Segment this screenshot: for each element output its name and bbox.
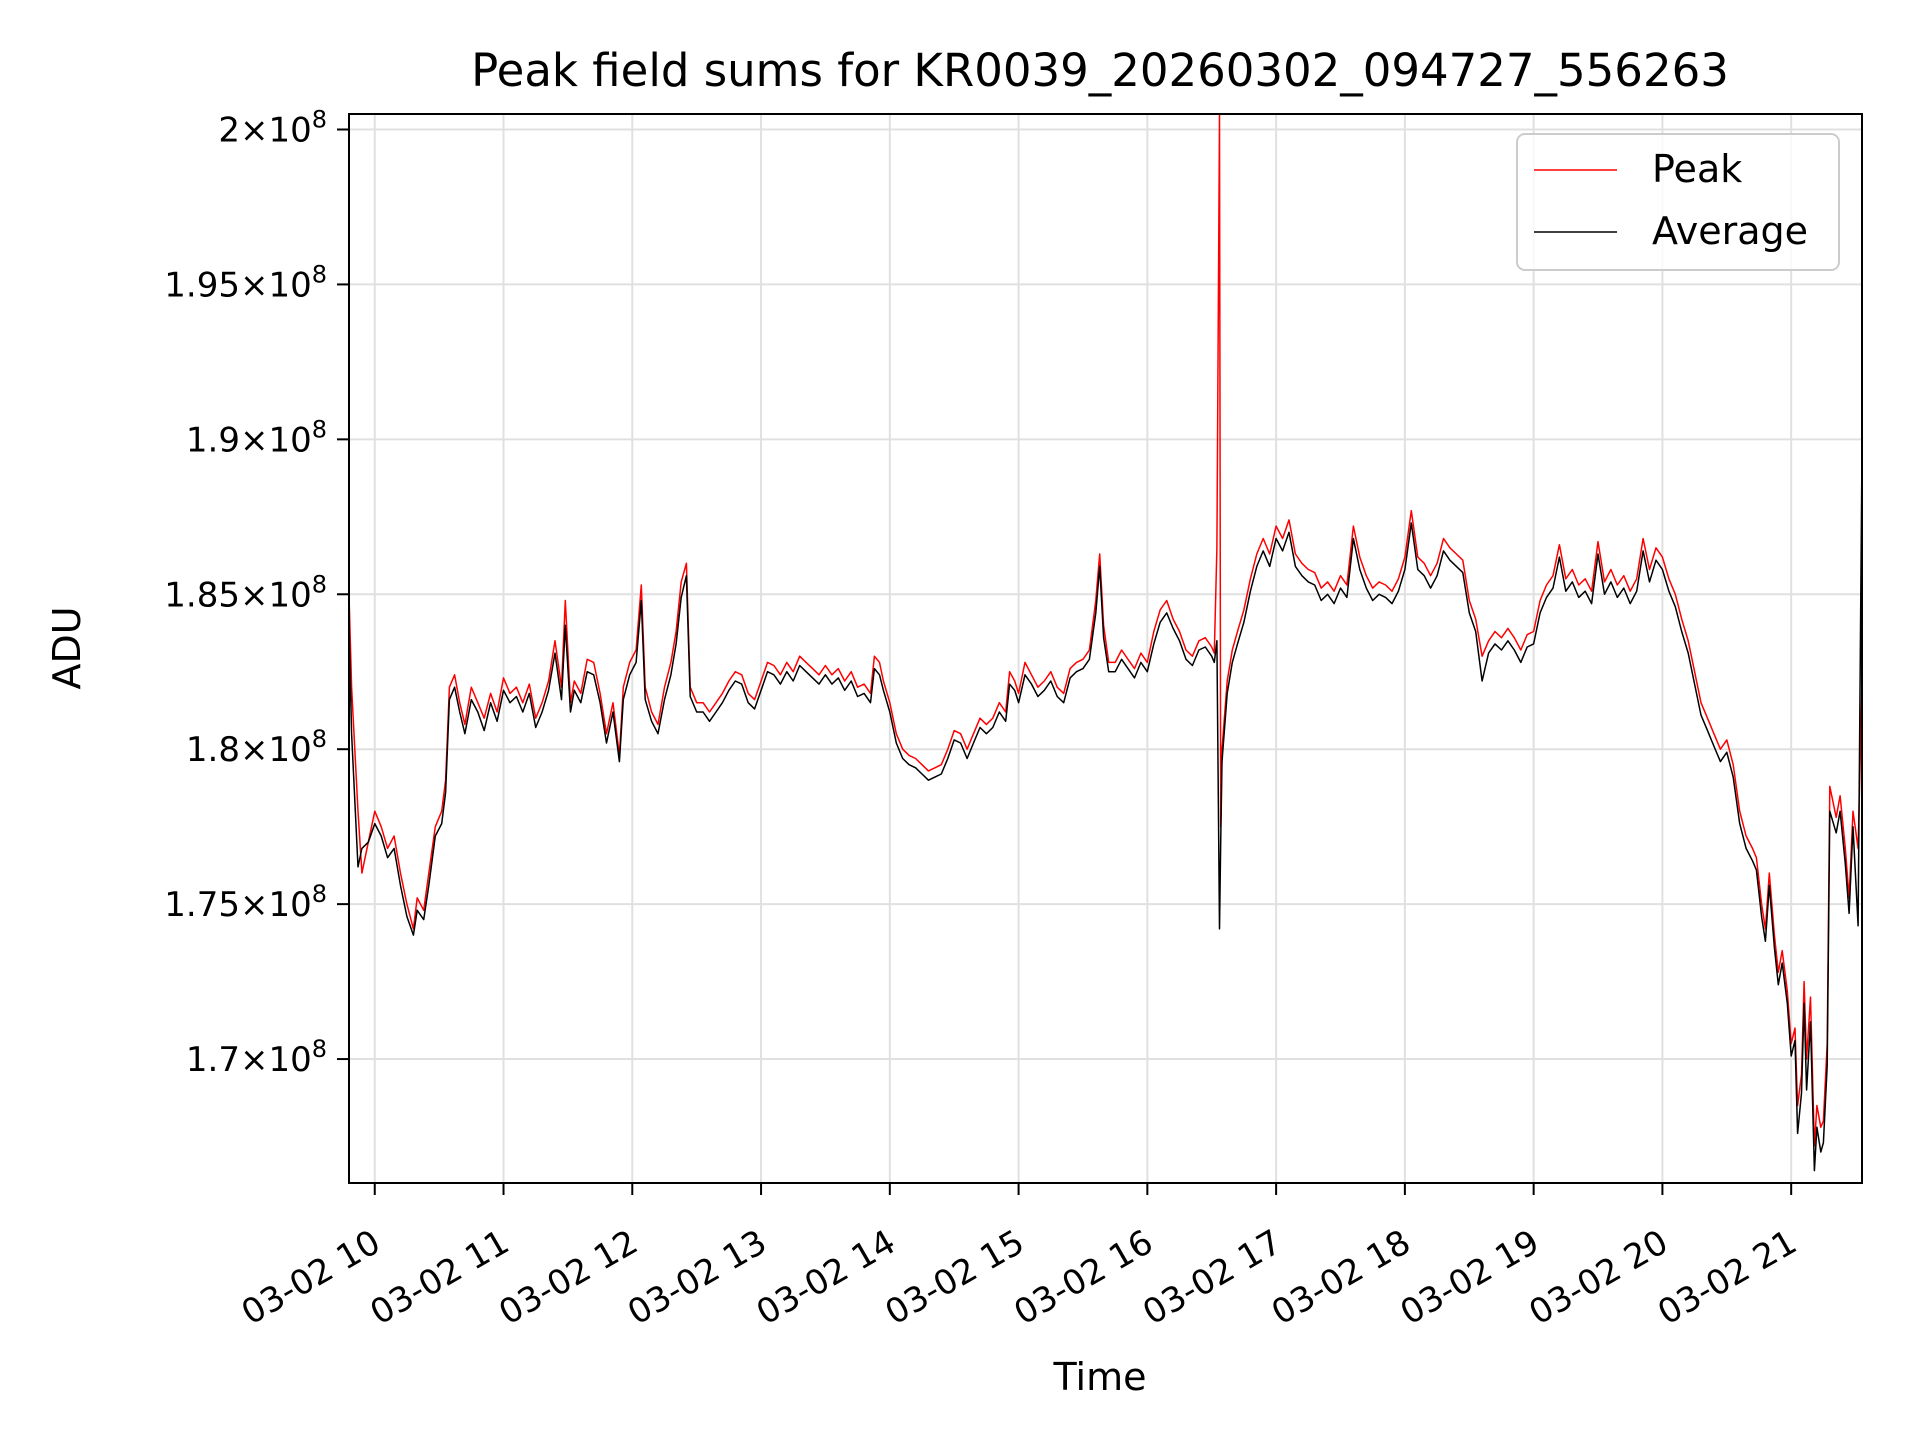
grid-lines: [349, 114, 1862, 1183]
y-tick-label: 1.9×108: [186, 415, 327, 460]
series-lines: [349, 114, 1862, 1172]
y-axis-label: ADU: [45, 606, 89, 689]
y-tick-label: 2×108: [218, 105, 327, 150]
chart-title: Peak field sums for KR0039_20260302_0947…: [471, 44, 1729, 97]
y-axis-ticks: 1.7×108 1.75×108 1.8×108 1.85×108 1.9×108 1.9…: [164, 105, 349, 1080]
legend-frame: [1516, 133, 1840, 271]
legend: Peak Average: [1516, 133, 1840, 271]
series-line-average: [349, 448, 1862, 1172]
legend-label-average: Average: [1652, 209, 1808, 253]
y-tick-label: 1.85×108: [164, 570, 327, 615]
series-line-peak: [349, 114, 1862, 1147]
y-tick-label: 1.95×108: [164, 260, 327, 305]
y-tick-label: 1.8×108: [186, 725, 327, 770]
plot-frame: [348, 113, 1863, 1184]
y-tick-label: 1.7×108: [186, 1035, 327, 1080]
legend-label-peak: Peak: [1652, 147, 1742, 191]
y-tick-label: 1.75×108: [164, 880, 327, 925]
x-axis-label: Time: [1053, 1355, 1147, 1399]
